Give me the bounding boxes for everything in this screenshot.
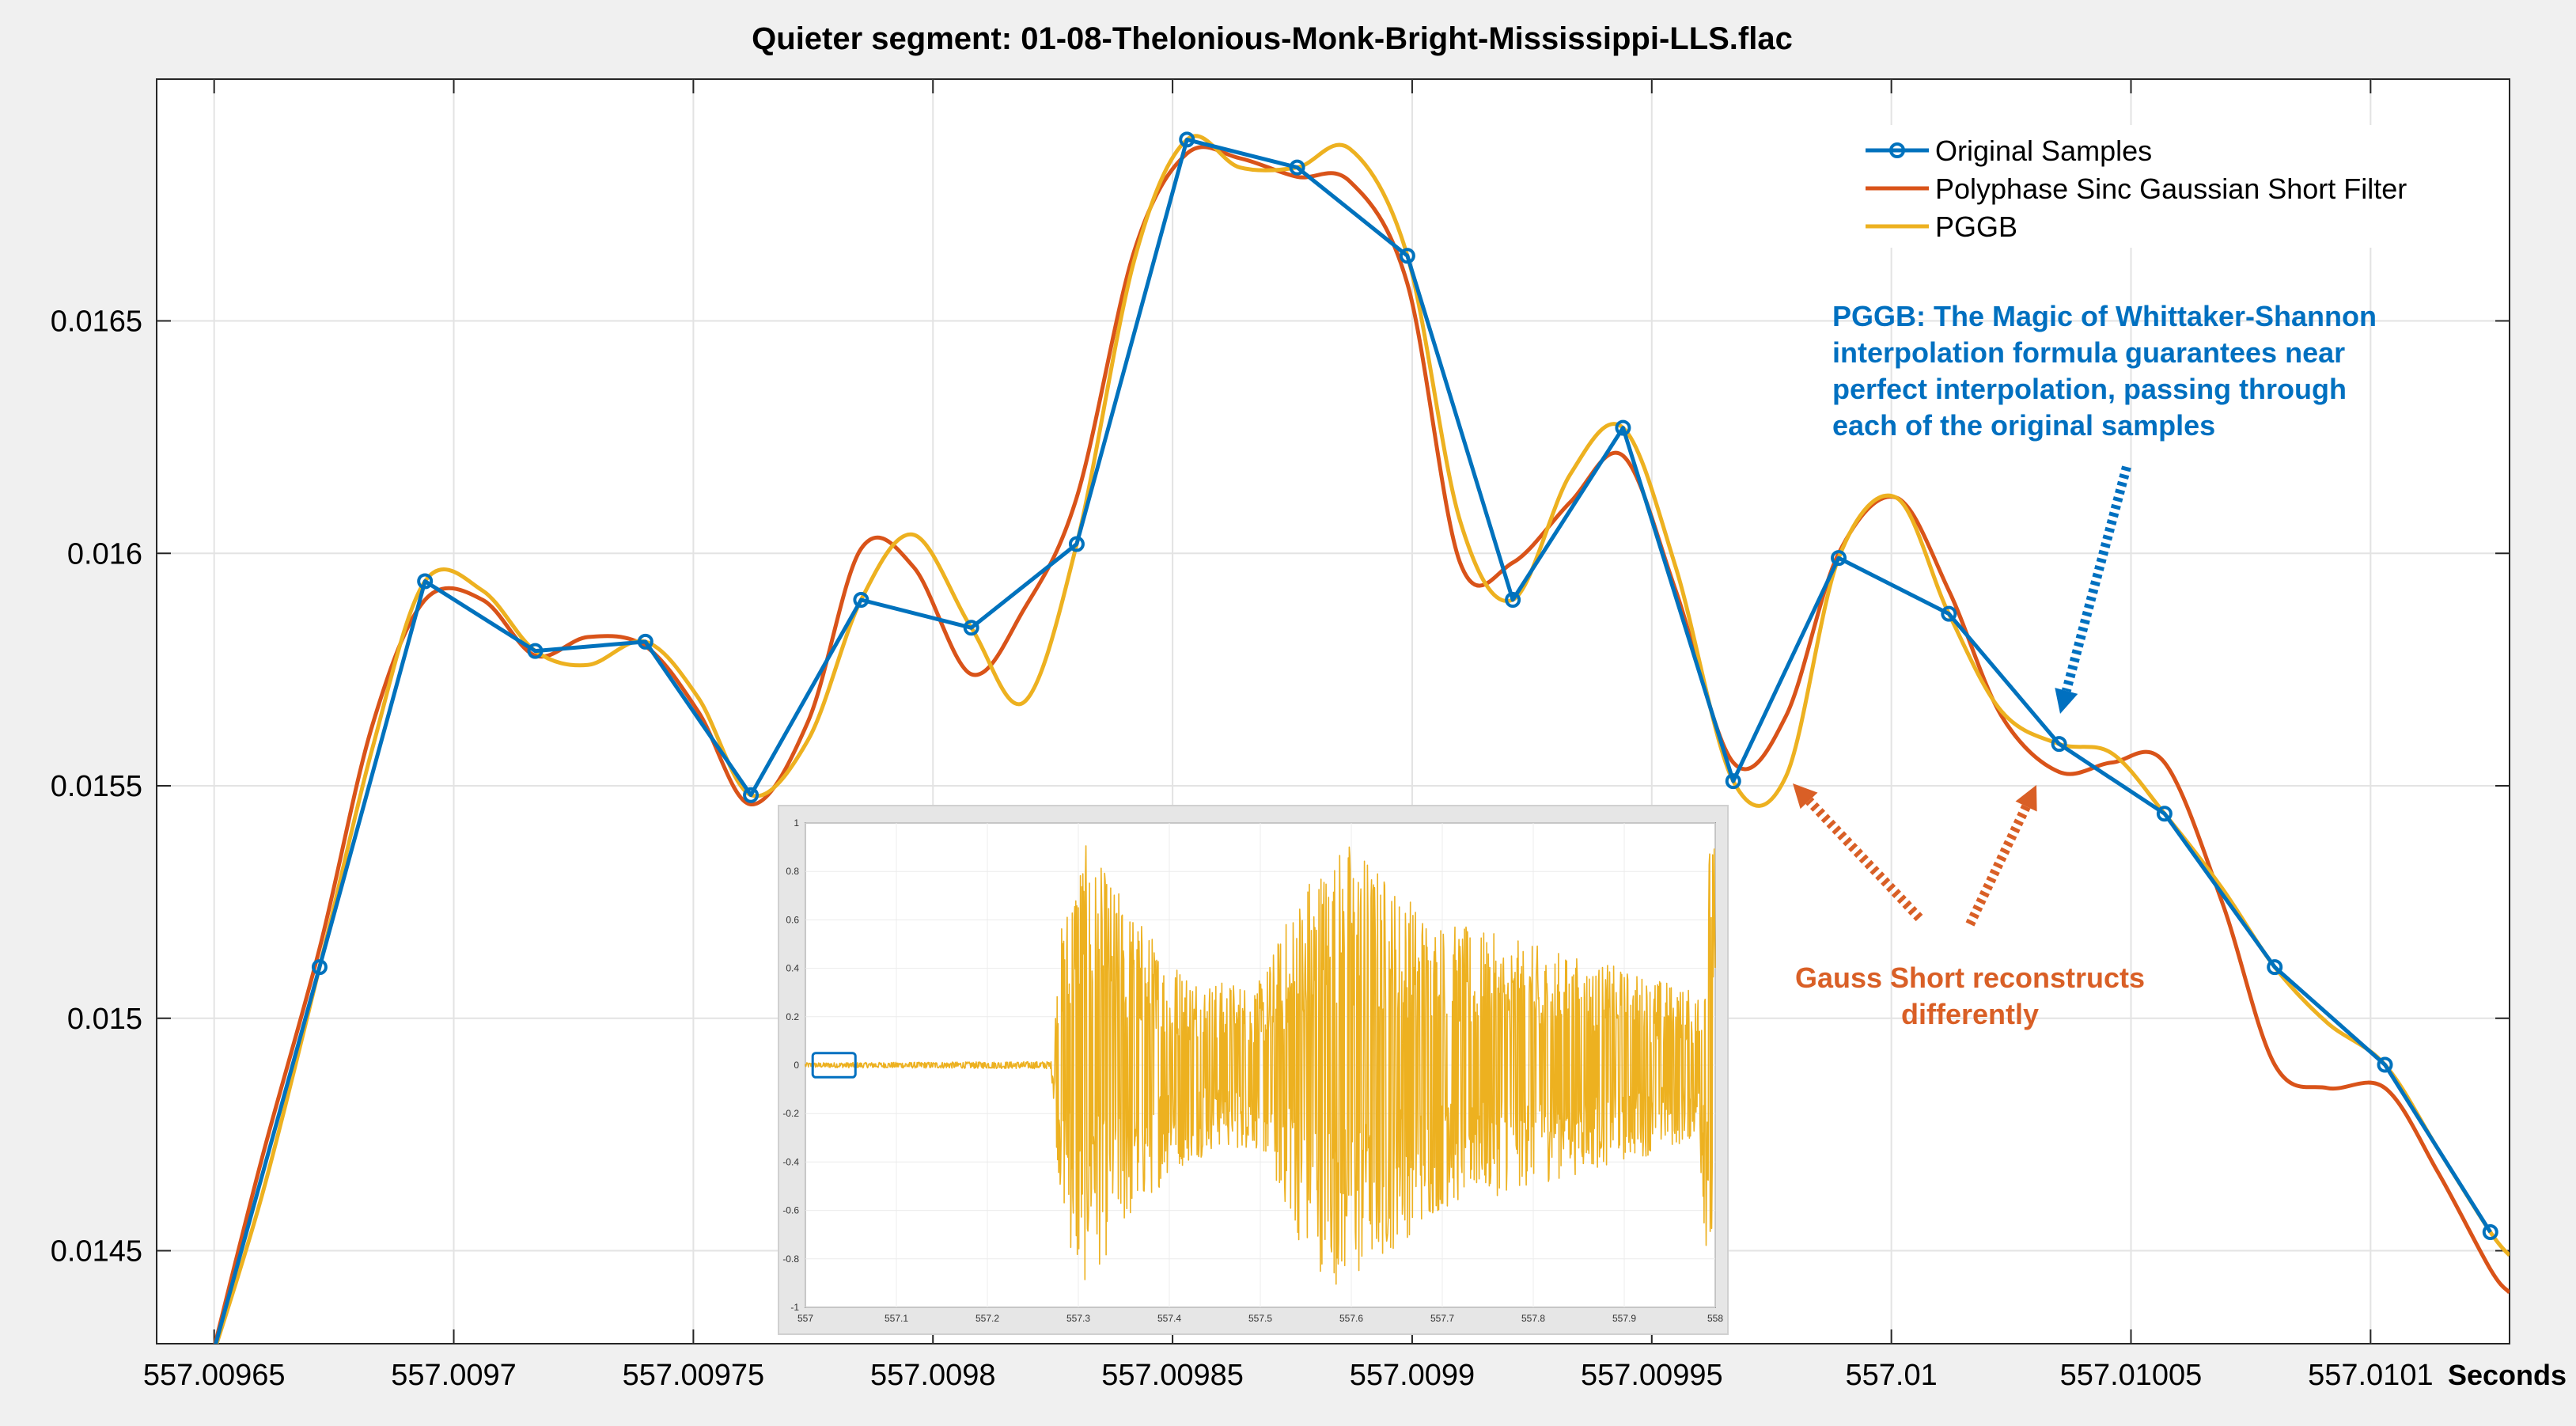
inset-chart: 557 557.1 557.2 557.3 557.4 557.5 557.6 557.7 55…	[778, 805, 1729, 1335]
legend-box	[1853, 125, 2450, 248]
data-point-marker	[1505, 592, 1521, 608]
x-tick-label: 557.00975	[623, 1359, 765, 1392]
inset-y-tick-label: 1	[794, 817, 799, 829]
chart-title: Quieter segment: 01-08-Thelonious-Monk-B…	[752, 21, 1793, 56]
annotation-arrow-gauss-left-head	[1793, 783, 1818, 810]
inset-y-tick-label: 0.8	[786, 866, 799, 877]
annotation-arrow-gauss-right-shaft	[1965, 804, 2031, 927]
annotation-gauss-line: Gauss Short reconstructs	[1795, 961, 2145, 994]
data-point-marker	[2156, 806, 2173, 822]
data-point-marker	[2267, 959, 2283, 976]
inset-y-tick-label: -0.4	[782, 1156, 799, 1167]
inset-x-tick-label: 557	[797, 1313, 813, 1324]
legend-entry: Polyphase Sinc Gaussian Short Filter	[1935, 173, 2407, 205]
data-point-marker	[963, 620, 979, 636]
inset-x-tick-label: 557.3	[1066, 1313, 1090, 1324]
inset-y-tick-label: 0	[794, 1060, 799, 1071]
data-point-marker	[1941, 605, 1957, 622]
x-tick-label: 557.0098	[870, 1359, 996, 1392]
data-point-marker	[1725, 773, 1741, 790]
data-point-marker	[2377, 1056, 2393, 1073]
inset-x-tick-label: 557.1	[885, 1313, 908, 1324]
data-point-marker	[743, 787, 760, 803]
legend-entry: Original Samples	[1935, 135, 2152, 167]
y-tick-label: 0.0155	[51, 770, 142, 803]
y-tick-label: 0.0165	[51, 305, 142, 339]
data-point-marker	[2051, 736, 2067, 753]
legend: Original Samples Polyphase Sinc Gaussian …	[1853, 125, 2450, 248]
series-line-pggb	[214, 134, 2510, 1344]
annotations: PGGB: The Magic of Whittaker-Shannon inte…	[1793, 300, 2377, 1030]
inset-y-tick-label: -1	[790, 1302, 799, 1313]
y-tick-label: 0.015	[67, 1003, 142, 1036]
x-tick-label: 557.01005	[2060, 1359, 2203, 1392]
inset-y-tick-label: -0.6	[782, 1205, 799, 1216]
annotation-arrow-gauss-right-head	[2015, 785, 2037, 812]
series-line-polyphase-sinc-gaussian-short-filter	[213, 145, 2510, 1344]
data-point-marker	[1399, 248, 1415, 264]
annotation-pggb-line: interpolation formula guarantees near	[1832, 336, 2345, 369]
inset-x-tick-label: 557.7	[1430, 1313, 1454, 1324]
data-point-marker	[637, 633, 653, 650]
data-point-marker	[1831, 550, 1847, 567]
data-point-marker	[417, 573, 434, 590]
x-tick-label: 557.0097	[391, 1359, 517, 1392]
annotation-gauss-line: differently	[1901, 998, 2039, 1030]
x-tick-label: 557.0101	[2308, 1359, 2434, 1392]
inset-x-tick-label: 557.8	[1521, 1313, 1545, 1324]
annotation-arrow-pggb-head	[2055, 688, 2078, 714]
legend-marker	[1889, 142, 1905, 158]
series-layer	[213, 131, 2510, 1344]
inset-y-tick-label: -0.8	[782, 1253, 799, 1265]
annotation-pggb-line: PGGB: The Magic of Whittaker-Shannon	[1832, 300, 2377, 332]
inset-zoom-highlight	[811, 1052, 857, 1079]
x-tick-label: 557.00985	[1101, 1359, 1244, 1392]
annotation-arrow-pggb-shaft	[2062, 465, 2131, 692]
x-tick-label: 557.0099	[1350, 1359, 1476, 1392]
legend-entry: PGGB	[1935, 210, 2017, 243]
inset-y-tick-label: 0.4	[786, 963, 799, 974]
data-point-marker	[1615, 419, 1631, 436]
annotation-pggb-line: each of the original samples	[1832, 409, 2215, 442]
x-tick-label: 557.00995	[1581, 1359, 1723, 1392]
y-tick-label: 0.016	[67, 537, 142, 571]
data-point-marker	[1289, 159, 1305, 176]
series-line-original-samples	[214, 137, 2492, 1344]
inset-x-tick-label: 557.5	[1248, 1313, 1272, 1324]
inset-y-tick-label: 0.6	[786, 914, 799, 925]
data-point-marker	[853, 592, 869, 608]
data-point-marker	[527, 643, 544, 659]
annotation-pggb-line: perfect interpolation, passing through	[1832, 373, 2347, 405]
inset-y-tick-label: 0.2	[786, 1011, 799, 1022]
x-axis-label: Seconds	[2448, 1359, 2567, 1391]
inset-waveform	[805, 845, 1716, 1285]
data-point-marker	[1179, 131, 1195, 148]
annotation-arrow-gauss-left-shaft	[1805, 797, 1923, 922]
y-tick-label: 0.0145	[51, 1235, 142, 1269]
inset-x-tick-label: 558	[1707, 1313, 1723, 1324]
inset-y-tick-label: -0.2	[782, 1108, 799, 1119]
x-tick-label: 557.01	[1846, 1359, 1938, 1392]
inset-x-tick-label: 557.2	[975, 1313, 999, 1324]
inset-x-tick-label: 557.6	[1339, 1313, 1363, 1324]
x-tick-label: 557.00965	[143, 1359, 286, 1392]
inset-x-tick-label: 557.4	[1157, 1313, 1181, 1324]
data-point-marker	[2482, 1224, 2498, 1240]
data-point-marker	[1068, 536, 1085, 552]
axis-ticks: 557.00965 557.0097 557.00975 557.0098 557.00…	[51, 79, 2510, 1392]
inset-x-tick-label: 557.9	[1612, 1313, 1636, 1324]
data-point-marker	[311, 959, 328, 976]
